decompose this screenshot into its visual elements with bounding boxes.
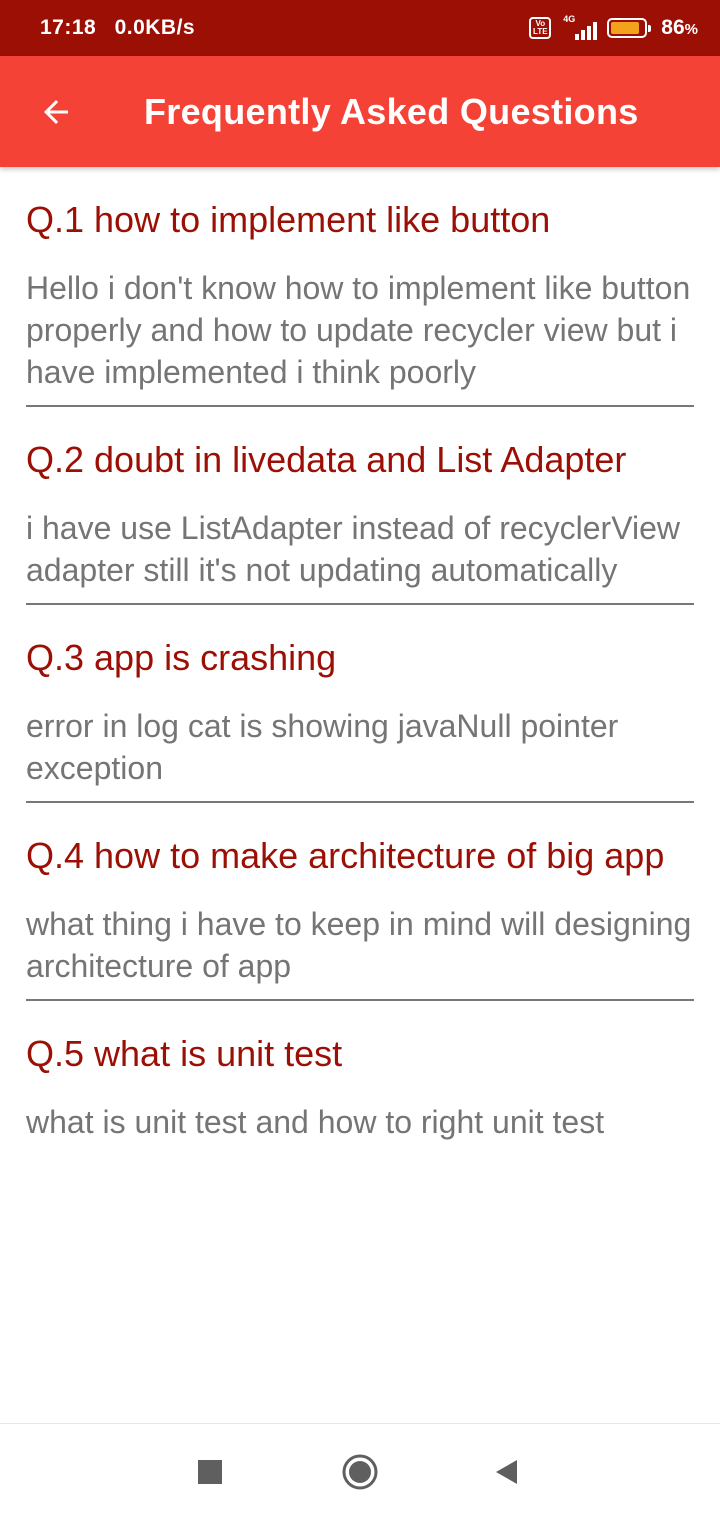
faq-question: Q.3 app is crashing <box>26 637 337 678</box>
status-right: Vo LTE 4G 86% <box>529 14 698 40</box>
faq-answer: error in log cat is showing javaNull poi… <box>26 708 619 786</box>
volte-icon: Vo LTE <box>529 17 552 39</box>
volte-top: Vo <box>535 19 546 28</box>
recents-button[interactable] <box>190 1452 230 1492</box>
faq-item[interactable]: Q.2 doubt in livedata and List Adapter i… <box>26 407 694 605</box>
faq-question: Q.1 how to implement like button <box>26 199 551 240</box>
arrow-left-icon <box>44 99 68 124</box>
home-button[interactable] <box>340 1452 380 1492</box>
faq-question: Q.4 how to make architecture of big app <box>26 835 665 876</box>
square-icon <box>198 1460 222 1484</box>
network-type: 4G <box>563 14 576 24</box>
app-bar: Frequently Asked Questions <box>0 56 720 167</box>
back-button[interactable] <box>20 76 92 148</box>
status-left: 17:18 0.0KB/s <box>40 16 207 40</box>
battery-percent: 86% <box>661 16 698 39</box>
page-title: Frequently Asked Questions <box>144 90 639 132</box>
faq-answer: Hello i don't know how to implement like… <box>26 270 691 390</box>
system-back-button[interactable] <box>486 1452 526 1492</box>
battery-unit: % <box>684 21 698 38</box>
faq-item[interactable]: Q.5 what is unit test what is unit test … <box>26 1001 694 1155</box>
signal-bars <box>575 22 598 40</box>
faq-item[interactable]: Q.4 how to make architecture of big app … <box>26 803 694 1001</box>
faq-question: Q.5 what is unit test <box>26 1033 343 1074</box>
status-bar: 17:18 0.0KB/s Vo LTE 4G 86% <box>0 0 720 56</box>
faq-answer: what is unit test and how to right unit … <box>26 1104 605 1140</box>
signal-icon: 4G <box>561 14 598 40</box>
faq-item[interactable]: Q.1 how to implement like button Hello i… <box>26 167 694 407</box>
status-time: 17:18 <box>40 16 97 39</box>
faq-answer: what thing i have to keep in mind will d… <box>26 906 692 984</box>
network-speed: 0.0KB/s <box>114 16 196 39</box>
faq-question: Q.2 doubt in livedata and List Adapter <box>26 439 627 480</box>
volte-bottom: LTE <box>533 27 548 36</box>
faq-answer: i have use ListAdapter instead of recycl… <box>26 510 680 588</box>
faq-list[interactable]: Q.1 how to implement like button Hello i… <box>0 167 720 1423</box>
triangle-back-icon <box>496 1460 517 1484</box>
navigation-bar <box>0 1423 720 1520</box>
battery-icon <box>607 18 652 38</box>
circle-icon <box>342 1454 378 1490</box>
faq-item[interactable]: Q.3 app is crashing error in log cat is … <box>26 605 694 803</box>
battery-fill <box>611 22 639 34</box>
